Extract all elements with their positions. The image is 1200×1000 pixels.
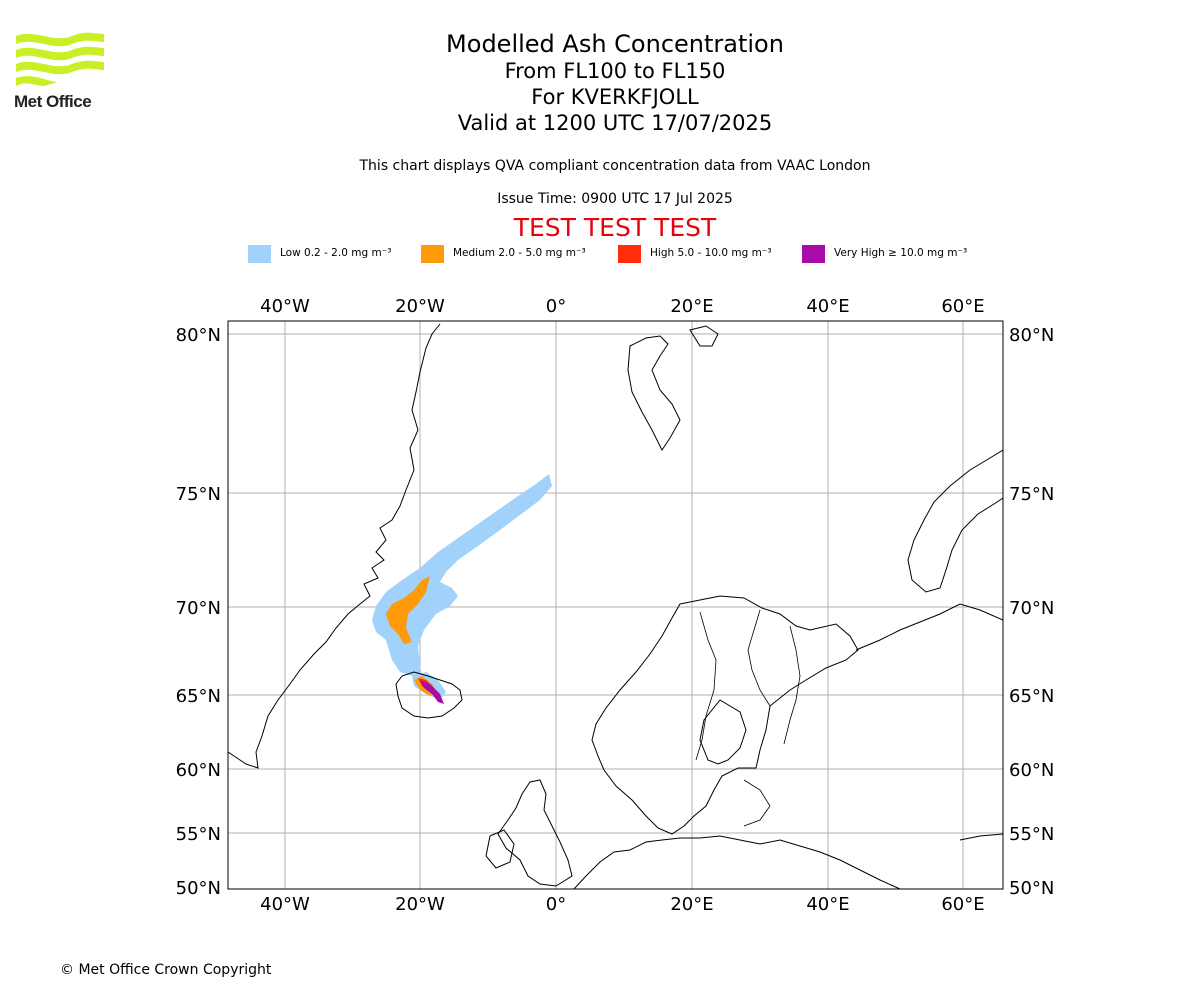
issue-time: Issue Time: 0900 UTC 17 Jul 2025 (497, 191, 733, 207)
lat-label-left-50n: 50°N (176, 878, 221, 899)
legend-swatch-very-high (802, 245, 825, 263)
graticule (228, 321, 1003, 889)
flight-levels: From FL100 to FL150 (504, 59, 726, 83)
coast-nordaustlandet (689, 325, 719, 347)
copyright: © Met Office Crown Copyright (60, 962, 272, 978)
lat-label-right-50n: 50°N (1009, 878, 1054, 899)
met-office-logo-icon (16, 32, 104, 86)
lon-label-bottom-20w: 20°W (395, 894, 445, 915)
ash-very-high-area (420, 680, 444, 704)
coast-iceland (395, 671, 463, 719)
legend-swatch-high (618, 245, 641, 263)
lon-label-top-40w: 40°W (260, 296, 310, 317)
lon-label-bottom-40w: 40°W (260, 894, 310, 915)
coast-svalbard (627, 335, 681, 451)
ash-low-area (372, 474, 552, 676)
lat-label-left-60n: 60°N (176, 760, 221, 781)
lon-label-top-20w: 20°W (395, 296, 445, 317)
coast-novaya-zemlya (907, 449, 1003, 593)
test-banner: TEST TEST TEST (513, 213, 717, 242)
borders (695, 609, 801, 827)
lon-label-bottom-40e: 40°E (806, 894, 849, 915)
lat-label-left-55n: 55°N (176, 824, 221, 845)
legend-label-low: Low 0.2 - 2.0 mg m⁻³ (280, 247, 392, 259)
coast-east (959, 833, 1003, 841)
legend-label-very-high: Very High ≥ 10.0 mg m⁻³ (834, 247, 968, 259)
legend-swatch-low (248, 245, 271, 263)
lat-label-left-80n: 80°N (176, 325, 221, 346)
volcano-name: For KVERKFJOLL (531, 85, 699, 109)
lat-label-right-60n: 60°N (1009, 760, 1054, 781)
coast-uk (497, 779, 573, 887)
lat-label-right-80n: 80°N (1009, 325, 1054, 346)
lon-label-bottom-0: 0° (546, 894, 566, 915)
coast-greenland (228, 323, 441, 769)
lon-label-top-40e: 40°E (806, 296, 849, 317)
legend-swatch-medium (421, 245, 444, 263)
page-title: Modelled Ash Concentration (446, 30, 784, 58)
lon-label-top-20e: 20°E (670, 296, 713, 317)
chart-header: Modelled Ash Concentration From FL100 to… (0, 30, 1200, 136)
coast-scandinavia (591, 595, 859, 835)
coastlines (228, 323, 1003, 889)
border-finland-russia (783, 625, 801, 745)
lon-label-top-60e: 60°E (941, 296, 984, 317)
lat-label-right-65n: 65°N (1009, 686, 1054, 707)
border-norway-sweden (695, 611, 717, 761)
border-sweden-finland (747, 609, 771, 707)
lat-label-right-70n: 70°N (1009, 598, 1054, 619)
lat-label-right-55n: 55°N (1009, 824, 1054, 845)
lon-label-bottom-60e: 60°E (941, 894, 984, 915)
coast-ireland (485, 829, 515, 869)
logo-text: Met Office (14, 92, 92, 111)
qva-note: This chart displays QVA compliant concen… (359, 158, 871, 174)
lon-label-top-0: 0° (546, 296, 566, 317)
coast-baltic (699, 699, 747, 765)
lat-label-left-75n: 75°N (176, 484, 221, 505)
lon-label-bottom-20e: 20°E (670, 894, 713, 915)
map-frame (227, 320, 1004, 890)
lat-label-left-65n: 65°N (176, 686, 221, 707)
ash-medium-area (386, 576, 430, 644)
border-baltics (743, 779, 771, 827)
lat-label-left-70n: 70°N (176, 598, 221, 619)
legend-label-high: High 5.0 - 10.0 mg m⁻³ (650, 247, 772, 259)
map-area (228, 321, 1003, 889)
legend-label-medium: Medium 2.0 - 5.0 mg m⁻³ (453, 247, 586, 259)
coast-russia-north (855, 603, 1003, 651)
coast-continent (573, 835, 901, 889)
valid-time: Valid at 1200 UTC 17/07/2025 (457, 111, 773, 135)
lat-label-right-75n: 75°N (1009, 484, 1054, 505)
